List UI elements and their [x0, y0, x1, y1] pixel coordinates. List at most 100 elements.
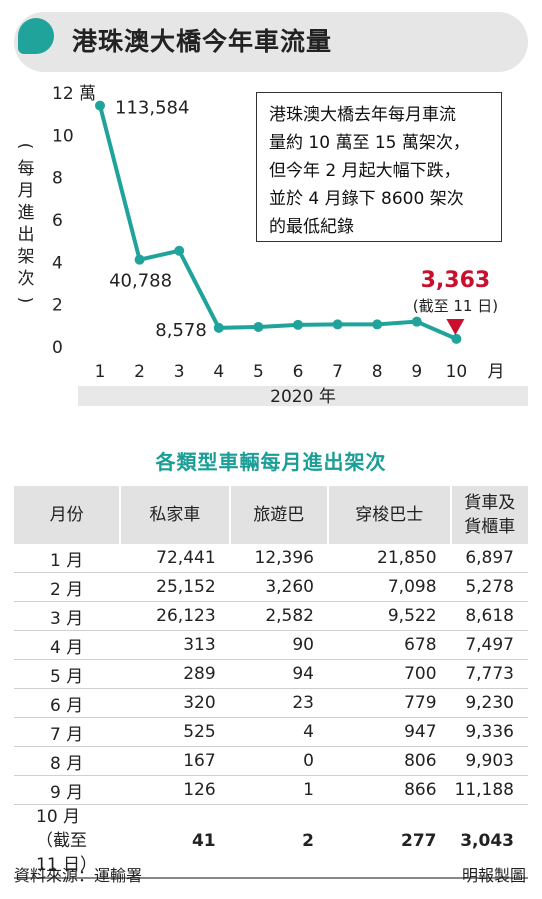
table-cell: 8,618 — [450, 601, 528, 631]
highlight-value: 3,363 — [421, 268, 491, 293]
y-axis-label-char: 次 — [18, 269, 35, 289]
annotation-line: 量約 10 萬至 15 萬架次， — [269, 133, 470, 153]
speech-bubble-icon — [18, 18, 54, 54]
vehicle-table: 月份 私家車 旅遊巴 穿梭巴士 貨車及 貨櫃車 1 月 72,441 12,396 2… — [14, 486, 528, 879]
x-tick-label: 9 — [411, 362, 422, 382]
table-cell: 320 — [120, 688, 230, 718]
source-note: 資料來源：運輸署 — [14, 866, 143, 885]
table-cell: 6,897 — [450, 544, 528, 573]
x-tick-label: 7 — [332, 362, 343, 382]
data-point — [95, 100, 105, 111]
data-label: 40,788 — [109, 271, 172, 292]
table-row: 7 月 525 4 947 9,336 — [14, 717, 528, 747]
table-cell: 2,582 — [229, 601, 328, 631]
data-label: 113,584 — [115, 98, 189, 119]
x-tick-label: 5 — [253, 362, 264, 382]
table-cell: 7 月 — [14, 717, 121, 747]
y-axis-label-char: ( — [15, 143, 35, 150]
table-cell: 94 — [229, 659, 328, 689]
table-cell: 26,123 — [120, 601, 230, 631]
table-cell: 12,396 — [229, 544, 328, 573]
credit-note: 明報製圖 — [461, 866, 526, 885]
data-point — [372, 319, 383, 330]
data-point — [411, 316, 422, 327]
table-cell: 9,522 — [328, 601, 451, 631]
table-cell: 525 — [120, 717, 230, 747]
table-row: 4 月 313 90 678 7,497 — [14, 630, 528, 660]
table-cell: 5 月 — [14, 659, 121, 689]
table-cell: 3 月 — [14, 601, 121, 631]
annotation-line: 但今年 2 月起大幅下跌， — [269, 161, 461, 181]
table-cell: 9,336 — [450, 717, 528, 747]
y-tick-label: 8 — [52, 169, 63, 189]
table-cell: 21,850 — [328, 544, 451, 573]
table-row: 2 月 25,152 3,260 7,098 5,278 — [14, 572, 528, 602]
data-point — [332, 319, 343, 330]
x-tick-label: 4 — [213, 362, 224, 382]
x-tick-label: 1 — [95, 362, 106, 382]
data-point — [213, 322, 224, 333]
table-cell: 4 月 — [14, 630, 121, 660]
table-cell: 7,497 — [450, 630, 528, 660]
x-tick-label: 3 — [174, 362, 185, 382]
table-row: 5 月 289 94 700 7,773 — [14, 659, 528, 689]
y-tick-label: 2 — [52, 296, 63, 316]
data-point — [253, 321, 264, 332]
x-unit-label: 月 — [488, 362, 505, 382]
annotation-line: 港珠澳大橋去年每月車流 — [269, 105, 456, 125]
header-private-car: 私家車 — [119, 486, 230, 544]
table-cell: 4 — [229, 717, 328, 747]
table-cell: 7,773 — [450, 659, 528, 689]
table-cell: 5,278 — [450, 572, 528, 602]
annotation-line: 的最低紀錄 — [269, 217, 354, 237]
y-tick-label: 6 — [52, 211, 63, 231]
table-cell: 3,043 — [450, 804, 528, 879]
table-cell: 126 — [120, 775, 230, 805]
y-axis-label-char: 進 — [18, 203, 35, 223]
table-cell: 6 月 — [14, 688, 121, 718]
table-row: 1 月 72,441 12,396 21,850 6,897 — [14, 544, 528, 573]
header-shuttle-bus: 穿梭巴士 — [327, 486, 451, 544]
chart-annotation: 港珠澳大橋去年每月車流 量約 10 萬至 15 萬架次， 但今年 2 月起大幅下… — [256, 92, 502, 242]
table-cell: 700 — [328, 659, 451, 689]
table-row: 9 月 126 1 866 11,188 — [14, 775, 528, 805]
table-cell: 947 — [328, 717, 451, 747]
table-row: 8 月 167 0 806 9,903 — [14, 746, 528, 776]
table-cell: 1 月 — [14, 544, 121, 573]
table-cell: 41 — [120, 804, 230, 879]
table-cell: 23 — [229, 688, 328, 718]
table-cell: 277 — [328, 804, 451, 879]
table-cell: 7,098 — [328, 572, 451, 602]
header-coach: 旅遊巴 — [228, 486, 328, 544]
table-cell: 9 月 — [14, 775, 121, 805]
y-axis-label-char: 架 — [18, 247, 35, 267]
table-cell: 3,260 — [229, 572, 328, 602]
y-axis-label-char: ) — [15, 297, 35, 304]
annotation-line: 並於 4 月錄下 8600 架次 — [269, 189, 464, 209]
table-cell: 678 — [328, 630, 451, 660]
table-cell: 72,441 — [120, 544, 230, 573]
table-row: 6 月 320 23 779 9,230 — [14, 688, 528, 718]
series-line — [98, 105, 458, 341]
y-tick-label: 12 萬 — [52, 84, 96, 104]
x-axis-title: 2020 年 — [270, 387, 336, 407]
y-tick-label: 0 — [52, 338, 63, 358]
table-row-partial-month: 10 月（截至 11 日） 41 2 277 3,043 — [14, 804, 528, 879]
table-row: 3 月 26,123 2,582 9,522 8,618 — [14, 601, 528, 631]
y-axis-label-char: 月 — [18, 181, 35, 201]
y-tick-label: 4 — [52, 253, 63, 273]
x-axis-band — [78, 386, 528, 406]
table-cell: 779 — [328, 688, 451, 718]
header-month: 月份 — [14, 486, 121, 544]
table-cell: 25,152 — [120, 572, 230, 602]
x-tick-label: 6 — [293, 362, 304, 382]
table-cell: 2 月 — [14, 572, 121, 602]
table-cell: 289 — [120, 659, 230, 689]
data-point — [451, 333, 462, 344]
data-point — [174, 245, 185, 256]
table-cell: 313 — [120, 630, 230, 660]
header-goods-vehicle: 貨車及 貨櫃車 — [449, 486, 528, 544]
table-cell: 167 — [120, 746, 230, 776]
table-cell: 1 — [229, 775, 328, 805]
